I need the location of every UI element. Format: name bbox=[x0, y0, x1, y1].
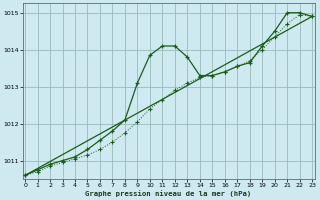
X-axis label: Graphe pression niveau de la mer (hPa): Graphe pression niveau de la mer (hPa) bbox=[85, 190, 252, 197]
